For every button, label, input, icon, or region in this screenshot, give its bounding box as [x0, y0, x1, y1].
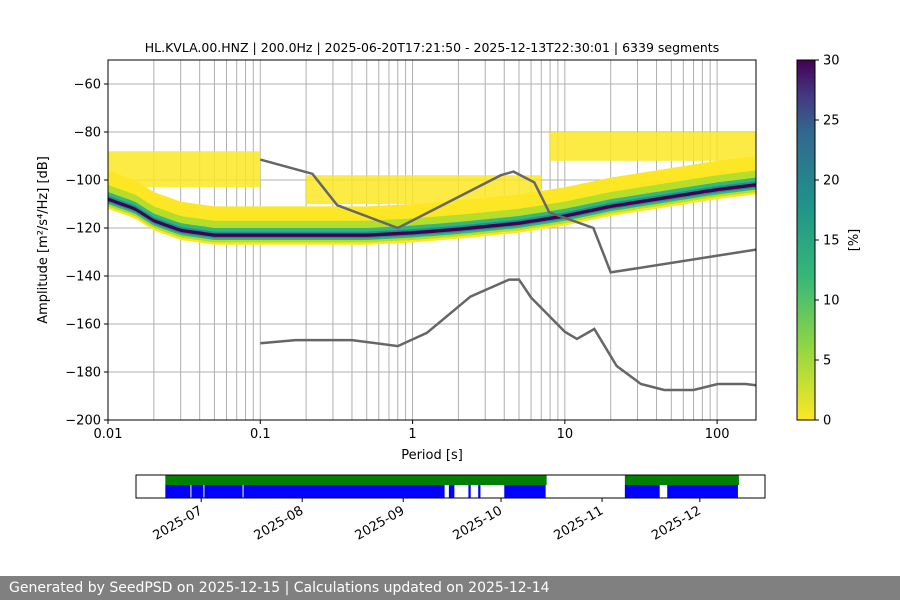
colorbar-tick-label: 10 [823, 294, 840, 309]
model-curve [260, 278, 756, 392]
timeline-tick-label: 2025-12 [649, 503, 704, 543]
timeline-tick-label: 2025-10 [450, 503, 505, 543]
x-axis-label: Period [s] [401, 448, 463, 463]
timeline-blue-segment [165, 485, 191, 498]
timeline-blue-segment [667, 485, 738, 498]
y-tick-label: −200 [65, 414, 101, 429]
x-ticks: 0.01 0.1 1 10 100 [94, 420, 730, 442]
y-ticks: −200 −180 −160 −140 −120 −100 −80 −60 [65, 78, 108, 429]
timeline-blue-segment [448, 485, 455, 498]
timeline-frame [135, 474, 766, 499]
y-tick-label: −100 [65, 174, 101, 189]
model-curve [259, 158, 756, 274]
colorbar: 0 5 10 15 20 25 30 [%] [796, 54, 862, 429]
timeline-tick-label: 2025-09 [353, 503, 408, 543]
timeline-blue-segment [478, 485, 481, 498]
x-tick-label: 100 [705, 427, 730, 442]
timeline-blue-segment [624, 485, 660, 498]
heatmap-band-layer [108, 170, 756, 243]
colorbar-ticks: 0 5 10 15 20 25 30 [815, 54, 840, 429]
timeline-ticks: 2025-07 2025-08 2025-09 2025-10 2025-11 2025-… [151, 498, 704, 544]
timeline-blue-segment [468, 485, 471, 498]
x-tick-label: 1 [408, 427, 416, 442]
y-tick-label: −80 [74, 126, 101, 141]
timeline-tick-label: 2025-08 [252, 503, 307, 543]
heatmap-highlight [550, 132, 756, 161]
y-tick-label: −140 [65, 270, 101, 285]
plot-frame [107, 59, 757, 421]
footer: Generated by SeedPSD on 2025-12-15 | Cal… [0, 576, 900, 600]
timeline-green-segment [165, 475, 547, 485]
timeline-blue-segment [191, 485, 204, 498]
timeline-tick-label: 2025-07 [151, 503, 206, 543]
colorbar-tick-label: 30 [823, 54, 840, 69]
timeline-green-segment [624, 475, 739, 485]
timeline-blue-segment [504, 485, 546, 498]
psd-plot-area: 0.01 0.1 1 10 100 −200 −180 −160 −140 −120 −100 −8… [65, 59, 757, 442]
figure: HL.KVLA.00.HNZ | 200.0Hz | 2025-06-20T17… [36, 40, 862, 544]
x-tick-label: 10 [557, 427, 574, 442]
heatmap-band [108, 156, 756, 245]
timeline-blue-segment [243, 485, 445, 498]
timeline-tick-label: 2025-11 [551, 503, 606, 543]
y-tick-label: −60 [74, 78, 101, 93]
heatmap-band-layer [108, 177, 756, 240]
colorbar-label: [%] [847, 229, 862, 252]
chart-title: HL.KVLA.00.HNZ | 200.0Hz | 2025-06-20T17… [145, 40, 719, 55]
colorbar-tick-label: 25 [823, 114, 840, 129]
timeline-blue-segment [204, 485, 243, 498]
colorbar-gradient [796, 59, 816, 421]
y-tick-label: −160 [65, 318, 101, 333]
y-tick-label: −120 [65, 222, 101, 237]
colorbar-tick-label: 0 [823, 414, 831, 429]
colorbar-tick-label: 20 [823, 174, 840, 189]
x-tick-label: 0.1 [250, 427, 271, 442]
data-coverage-timeline: 2025-07 2025-08 2025-09 2025-10 2025-11 2025-… [135, 474, 766, 544]
y-tick-label: −180 [65, 366, 101, 381]
heatmap-highlights [108, 132, 756, 204]
timeline-bars [165, 475, 739, 498]
y-axis-label: Amplitude [m²/s⁴/Hz] [dB] [36, 156, 51, 324]
x-tick-label: 0.01 [94, 427, 123, 442]
model-curves [259, 158, 756, 392]
colorbar-tick-label: 15 [823, 234, 840, 249]
colorbar-tick-label: 5 [823, 354, 831, 369]
